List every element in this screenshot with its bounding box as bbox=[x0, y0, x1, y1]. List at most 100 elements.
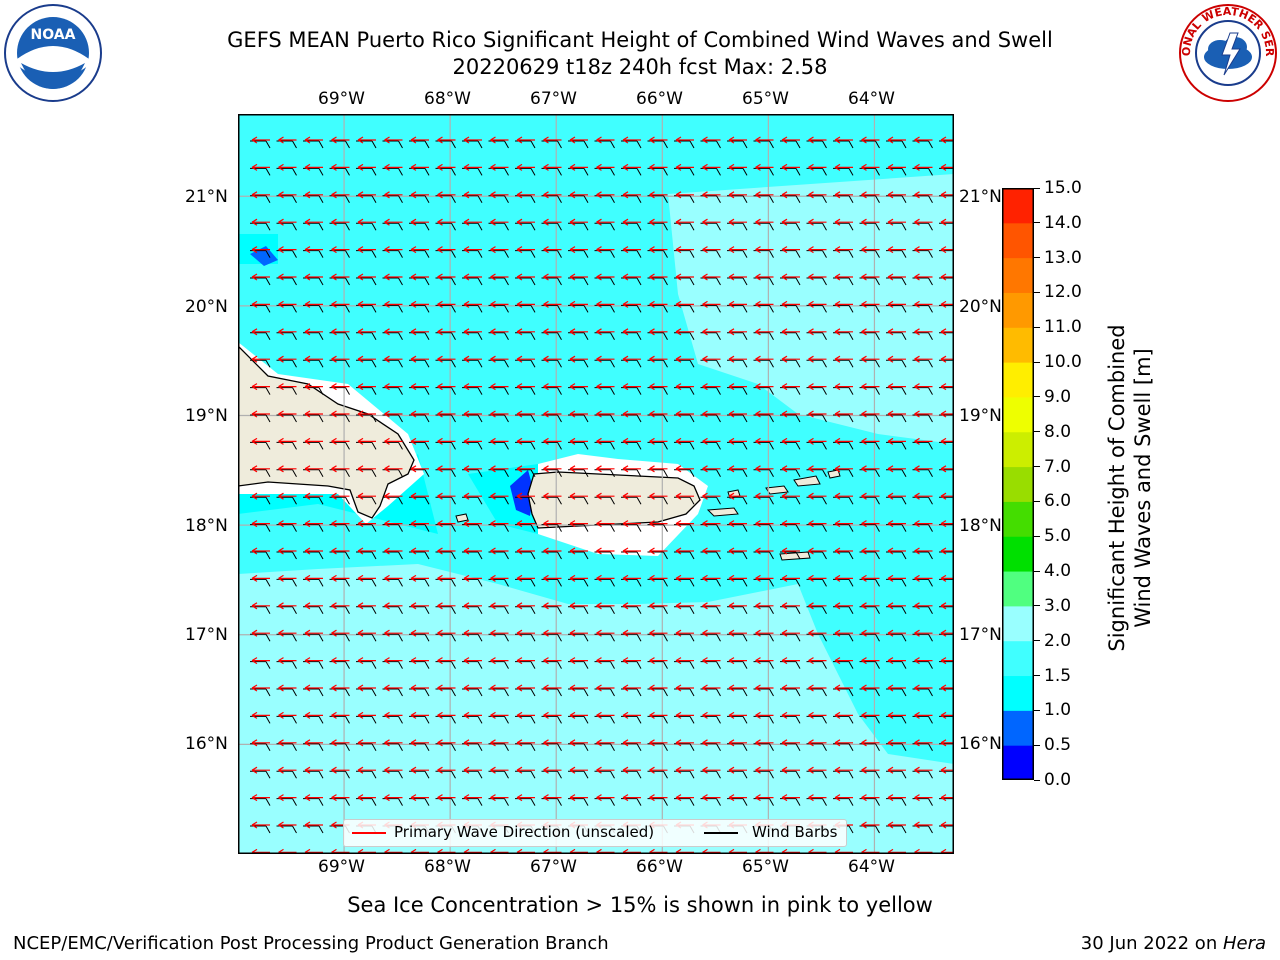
blue-patch-mona bbox=[510, 470, 534, 516]
wave-direction-arrow bbox=[755, 739, 774, 747]
wave-direction-arrow bbox=[940, 821, 954, 829]
wave-direction-arrow bbox=[649, 711, 668, 719]
wave-direction-arrow bbox=[437, 383, 456, 391]
wave-direction-arrow bbox=[384, 520, 403, 528]
wave-direction-arrow bbox=[543, 739, 562, 747]
wave-direction-arrow bbox=[543, 410, 562, 418]
wave-direction-arrow bbox=[278, 246, 297, 254]
wave-direction-arrow bbox=[463, 437, 482, 445]
wave-direction-arrow bbox=[437, 547, 456, 555]
lat-tick-left: 18°N bbox=[185, 516, 228, 536]
wave-direction-arrow bbox=[834, 273, 853, 281]
sea-ice-note: Sea Ice Concentration > 15% is shown in … bbox=[347, 893, 933, 917]
wave-direction-arrow bbox=[675, 657, 694, 665]
wave-direction-arrow bbox=[675, 520, 694, 528]
wave-direction-arrow bbox=[834, 574, 853, 582]
wave-direction-arrow bbox=[940, 766, 954, 774]
wave-direction-arrow bbox=[702, 465, 721, 473]
wave-direction-arrow bbox=[410, 163, 429, 171]
wave-direction-arrow bbox=[357, 711, 376, 719]
wave-direction-arrow bbox=[516, 492, 535, 500]
wave-direction-arrow bbox=[304, 246, 323, 254]
wave-direction-arrow bbox=[940, 520, 954, 528]
wave-direction-arrow bbox=[649, 246, 668, 254]
colorbar-tick-mark bbox=[1034, 431, 1040, 433]
wave-direction-arrow bbox=[304, 465, 323, 473]
wave-direction-arrow bbox=[622, 328, 641, 336]
wave-direction-arrow bbox=[569, 437, 588, 445]
wave-direction-arrow bbox=[861, 300, 880, 308]
wave-direction-arrow bbox=[861, 328, 880, 336]
wave-direction-arrow bbox=[755, 794, 774, 802]
wave-direction-arrow bbox=[357, 191, 376, 199]
wave-direction-arrow bbox=[702, 273, 721, 281]
wave-direction-arrow bbox=[808, 492, 827, 500]
wave-direction-arrow bbox=[516, 602, 535, 610]
wave-direction-arrow bbox=[728, 602, 747, 610]
wave-direction-arrow bbox=[410, 136, 429, 144]
wave-direction-arrow bbox=[914, 629, 933, 637]
wave-direction-arrow bbox=[914, 492, 933, 500]
pale-region-northeast bbox=[668, 174, 954, 444]
wave-direction-arrow bbox=[940, 684, 954, 692]
wave-direction-arrow bbox=[702, 136, 721, 144]
wave-direction-arrow bbox=[914, 684, 933, 692]
wave-direction-arrow bbox=[331, 273, 350, 281]
wave-direction-arrow bbox=[410, 218, 429, 226]
wave-direction-arrow bbox=[437, 465, 456, 473]
wave-direction-arrow bbox=[331, 739, 350, 747]
wave-direction-arrow bbox=[622, 629, 641, 637]
wave-direction-arrow bbox=[490, 574, 509, 582]
wave-direction-arrow bbox=[437, 328, 456, 336]
wave-direction-arrow bbox=[384, 300, 403, 308]
wave-direction-arrow bbox=[569, 218, 588, 226]
lat-tick-right: 19°N bbox=[959, 406, 1002, 426]
wave-direction-arrow bbox=[569, 629, 588, 637]
wave-direction-arrow bbox=[331, 218, 350, 226]
wave-direction-arrow bbox=[808, 355, 827, 363]
wave-direction-arrow bbox=[914, 657, 933, 665]
wave-direction-arrow bbox=[675, 492, 694, 500]
wave-direction-arrow bbox=[490, 437, 509, 445]
wave-direction-arrow bbox=[728, 739, 747, 747]
colorbar-tick-label: 15.0 bbox=[1044, 178, 1082, 198]
wave-direction-arrow bbox=[410, 246, 429, 254]
colorbar-tick-mark bbox=[1034, 361, 1040, 363]
wave-direction-arrow bbox=[278, 547, 297, 555]
wave-direction-arrow bbox=[596, 629, 615, 637]
wave-direction-arrow bbox=[516, 520, 535, 528]
wave-direction-arrow bbox=[702, 355, 721, 363]
colorbar-tick-mark bbox=[1034, 222, 1040, 224]
wave-direction-arrow bbox=[331, 437, 350, 445]
wave-direction-arrow bbox=[331, 492, 350, 500]
wave-direction-arrow bbox=[569, 355, 588, 363]
wave-direction-arrow bbox=[755, 437, 774, 445]
wave-direction-arrow bbox=[596, 547, 615, 555]
wave-direction-arrow bbox=[728, 766, 747, 774]
colorbar-label: Significant Height of Combined Wind Wave… bbox=[1104, 318, 1156, 658]
wave-direction-arrow bbox=[808, 273, 827, 281]
wave-direction-arrow bbox=[596, 794, 615, 802]
wave-direction-arrow bbox=[437, 657, 456, 665]
wave-direction-arrow bbox=[357, 492, 376, 500]
wave-direction-arrow bbox=[384, 191, 403, 199]
wave-direction-arrow bbox=[728, 492, 747, 500]
wave-direction-arrow bbox=[940, 437, 954, 445]
wave-direction-arrow bbox=[437, 410, 456, 418]
wave-direction-arrow bbox=[596, 492, 615, 500]
wave-direction-arrow bbox=[516, 136, 535, 144]
wave-direction-arrow bbox=[887, 711, 906, 719]
wave-direction-arrow bbox=[755, 191, 774, 199]
wave-direction-arrow bbox=[596, 602, 615, 610]
colorbar-tick-label: 9.0 bbox=[1044, 386, 1072, 407]
wave-direction-arrow bbox=[437, 492, 456, 500]
lon-tick-top: 64°W bbox=[848, 89, 895, 109]
wave-direction-arrow bbox=[755, 602, 774, 610]
colorbar-tick-mark bbox=[1034, 257, 1040, 259]
wave-direction-arrow bbox=[861, 657, 880, 665]
wave-direction-arrow bbox=[331, 465, 350, 473]
wave-direction-arrow bbox=[543, 191, 562, 199]
wave-direction-arrow bbox=[649, 465, 668, 473]
wave-direction-arrow bbox=[357, 300, 376, 308]
wave-direction-arrow bbox=[490, 711, 509, 719]
